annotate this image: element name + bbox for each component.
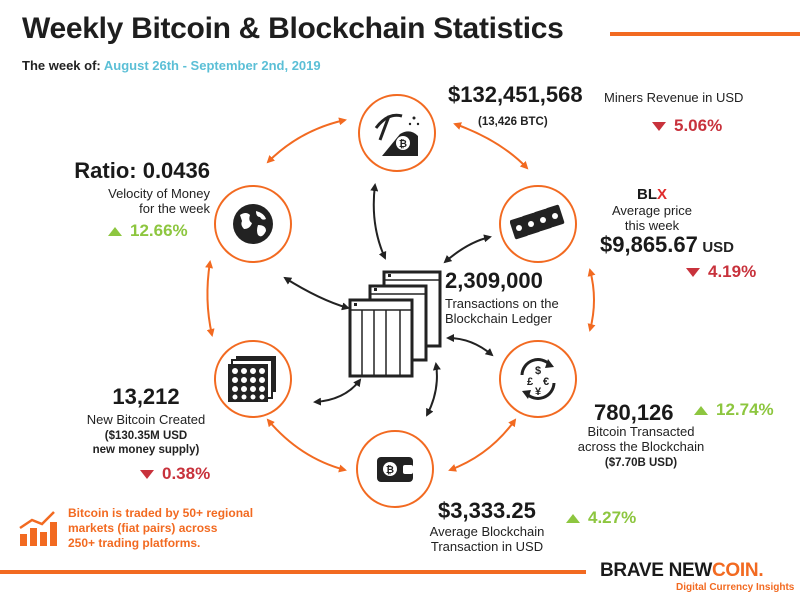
velocity-block: Ratio: 0.0436 Velocity of Money for the … — [60, 158, 210, 217]
transacted-change: 12.74% — [694, 400, 774, 420]
week-label: The week of: — [22, 58, 101, 73]
page-title: Weekly Bitcoin & Blockchain Statistics — [22, 12, 564, 45]
brand-part-2: COIN. — [712, 560, 764, 581]
footer-rule — [0, 570, 586, 574]
arrow-wallet-newbtc — [266, 418, 347, 473]
brand-logo: BRAVE NEWCOIN. — [600, 560, 764, 582]
transactions-block: 2,309,000 Transactions on the Blockchain… — [445, 268, 559, 327]
transacted-circle: $ £ € ¥ — [499, 340, 577, 418]
velocity-change-value: 12.66% — [130, 221, 188, 240]
transactions-label-2: Blockchain Ledger — [445, 311, 552, 326]
newbtc-supply: new money supply) — [92, 444, 200, 456]
week-dates: August 26th - September 2nd, 2019 — [103, 58, 321, 73]
arrow-newbtc-velocity — [205, 260, 215, 337]
newbtc-circle — [214, 340, 292, 418]
price-change-value: 4.19% — [708, 262, 757, 281]
newbtc-change-value: 0.38% — [162, 464, 211, 483]
price-value: $9,865.67 — [600, 232, 698, 257]
price-change: 4.19% — [686, 262, 756, 282]
newbtc-usd: ($130.35M USD — [104, 430, 188, 442]
newbtc-label: New Bitcoin Created — [86, 412, 206, 427]
velocity-change: 12.66% — [108, 221, 188, 241]
svg-text:¥: ¥ — [535, 386, 542, 398]
svg-text:₿: ₿ — [386, 464, 394, 476]
arrow-wallet-ledger — [426, 362, 441, 417]
svg-text:$: $ — [535, 365, 541, 377]
wallet-circle: ₿ — [356, 430, 434, 508]
svg-text:€: € — [543, 376, 549, 388]
arrow-miners-ledger — [370, 183, 387, 260]
miners-circle: ₿ — [358, 94, 436, 172]
up-triangle-icon — [108, 226, 122, 236]
miners-btc: (13,426 BTC) — [478, 116, 548, 128]
arrow-velocity-miners — [266, 117, 347, 164]
avgtx-label-2: Transaction in USD — [430, 539, 544, 554]
transacted-label-2: across the Blockchain — [577, 439, 705, 454]
avgtx-change-value: 4.27% — [588, 508, 637, 527]
newbtc-change: 0.38% — [140, 464, 210, 484]
up-triangle-icon — [566, 513, 580, 523]
markets-note: Bitcoin is traded by 50+ regional market… — [68, 506, 253, 551]
transacted-label-1: Bitcoin Transacted — [587, 424, 695, 439]
price-value-row: $9,865.67 USD — [600, 234, 734, 257]
price-label-1: Average price — [612, 203, 692, 218]
ledger-pages-icon — [348, 270, 442, 378]
note-line-1: Bitcoin is traded by 50+ regional — [68, 506, 254, 520]
velocity-label-1: Velocity of Money — [108, 186, 210, 201]
miners-label: Miners Revenue in USD — [604, 90, 744, 105]
velocity-value: Ratio: 0.0436 — [74, 158, 210, 183]
arrow-transacted-ledger — [446, 334, 494, 357]
currency-exchange-icon: $£ €¥ — [520, 358, 556, 400]
transacted-value: 780,126 — [594, 400, 674, 425]
arrow-price-transacted — [587, 268, 596, 332]
transactions-label-1: Transactions on the — [445, 296, 559, 311]
svg-text:£: £ — [527, 376, 533, 388]
transactions-value: 2,309,000 — [445, 268, 543, 293]
trend-chart-icon — [19, 511, 57, 546]
money-stack-icon — [510, 204, 565, 240]
down-triangle-icon — [140, 469, 154, 479]
price-unit: USD — [702, 239, 734, 256]
arrow-price-ledger — [443, 234, 492, 264]
arrow-velocity-ledger — [283, 276, 350, 311]
brand-tagline: Digital Currency Insights — [676, 582, 795, 593]
blx-logo: BLX — [636, 186, 667, 203]
miners-value: $132,451,568 — [448, 82, 583, 107]
transacted-change-value: 12.74% — [716, 400, 774, 419]
ledger-center — [344, 268, 444, 383]
newbtc-block: 13,212 New Bitcoin Created ($130.35M USD… — [84, 386, 208, 457]
avgtx-label-1: Average Blockchain — [429, 524, 545, 539]
globe-icon — [233, 204, 273, 244]
transacted-labels: Bitcoin Transacted across the Blockchain… — [566, 424, 716, 470]
arrow-transacted-wallet — [448, 418, 517, 472]
svg-text:₿: ₿ — [399, 138, 407, 150]
title-rule — [610, 32, 800, 36]
velocity-circle — [214, 185, 292, 263]
down-triangle-icon — [652, 121, 666, 131]
note-line-3: 250+ trading platforms. — [68, 536, 201, 550]
note-line-2: markets (fiat pairs) across — [68, 521, 218, 535]
avgtx-change: 4.27% — [566, 508, 636, 528]
miners-change-value: 5.06% — [674, 116, 723, 135]
price-block: BLX Average price this week — [592, 186, 712, 233]
arrow-miners-price — [453, 122, 529, 170]
avgtx-labels: Average Blockchain Transaction in USD — [412, 524, 562, 554]
avgtx-value: $3,333.25 — [438, 498, 536, 523]
brand-part-1: BRAVE NEW — [600, 560, 713, 581]
transacted-usd: ($7.70B USD) — [604, 457, 678, 469]
up-triangle-icon — [694, 405, 708, 415]
week-line: The week of: August 26th - September 2nd… — [22, 58, 321, 73]
miners-change: 5.06% — [652, 116, 722, 136]
newbtc-value: 13,212 — [112, 384, 180, 409]
pickaxe-bitcoin-icon: ₿ — [374, 113, 420, 156]
down-triangle-icon — [686, 267, 700, 277]
wallet-icon: ₿ — [377, 457, 413, 482]
arrow-newbtc-ledger — [313, 378, 362, 406]
velocity-label-2: for the week — [139, 201, 210, 216]
price-circle — [499, 185, 577, 263]
price-label-2: this week — [624, 218, 680, 233]
bitcoin-grid-icon — [228, 356, 276, 402]
